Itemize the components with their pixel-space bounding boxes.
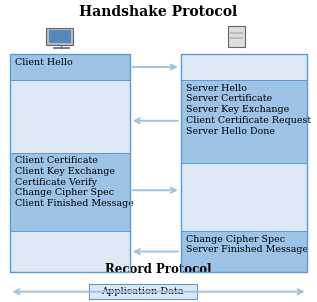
Bar xyxy=(10,54,130,272)
Bar xyxy=(49,30,71,43)
Text: Handshake Protocol: Handshake Protocol xyxy=(79,5,238,19)
Bar xyxy=(10,231,130,272)
Bar xyxy=(46,28,73,45)
Bar xyxy=(10,80,130,153)
Text: Change Cipher Spec
Server Finished Message: Change Cipher Spec Server Finished Messa… xyxy=(186,235,308,254)
Bar xyxy=(228,26,245,47)
Text: Application Data: Application Data xyxy=(101,287,184,296)
Bar xyxy=(181,54,307,272)
Bar xyxy=(10,153,130,231)
Text: Record Protocol: Record Protocol xyxy=(105,263,212,276)
Bar xyxy=(181,231,307,272)
Bar xyxy=(181,80,307,163)
Bar xyxy=(181,54,307,80)
Text: Client Hello: Client Hello xyxy=(15,58,73,67)
Bar xyxy=(181,163,307,231)
Bar xyxy=(89,284,197,299)
Text: Server Hello
Server Certificate
Server Key Exchange
Client Certificate Request
S: Server Hello Server Certificate Server K… xyxy=(186,84,312,136)
Bar xyxy=(230,37,243,39)
Bar xyxy=(10,54,130,80)
Bar xyxy=(230,32,243,34)
Text: Client Certificate
Client Key Exchange
Certificate Verify
Change Cipher Spec
Cli: Client Certificate Client Key Exchange C… xyxy=(15,156,134,208)
